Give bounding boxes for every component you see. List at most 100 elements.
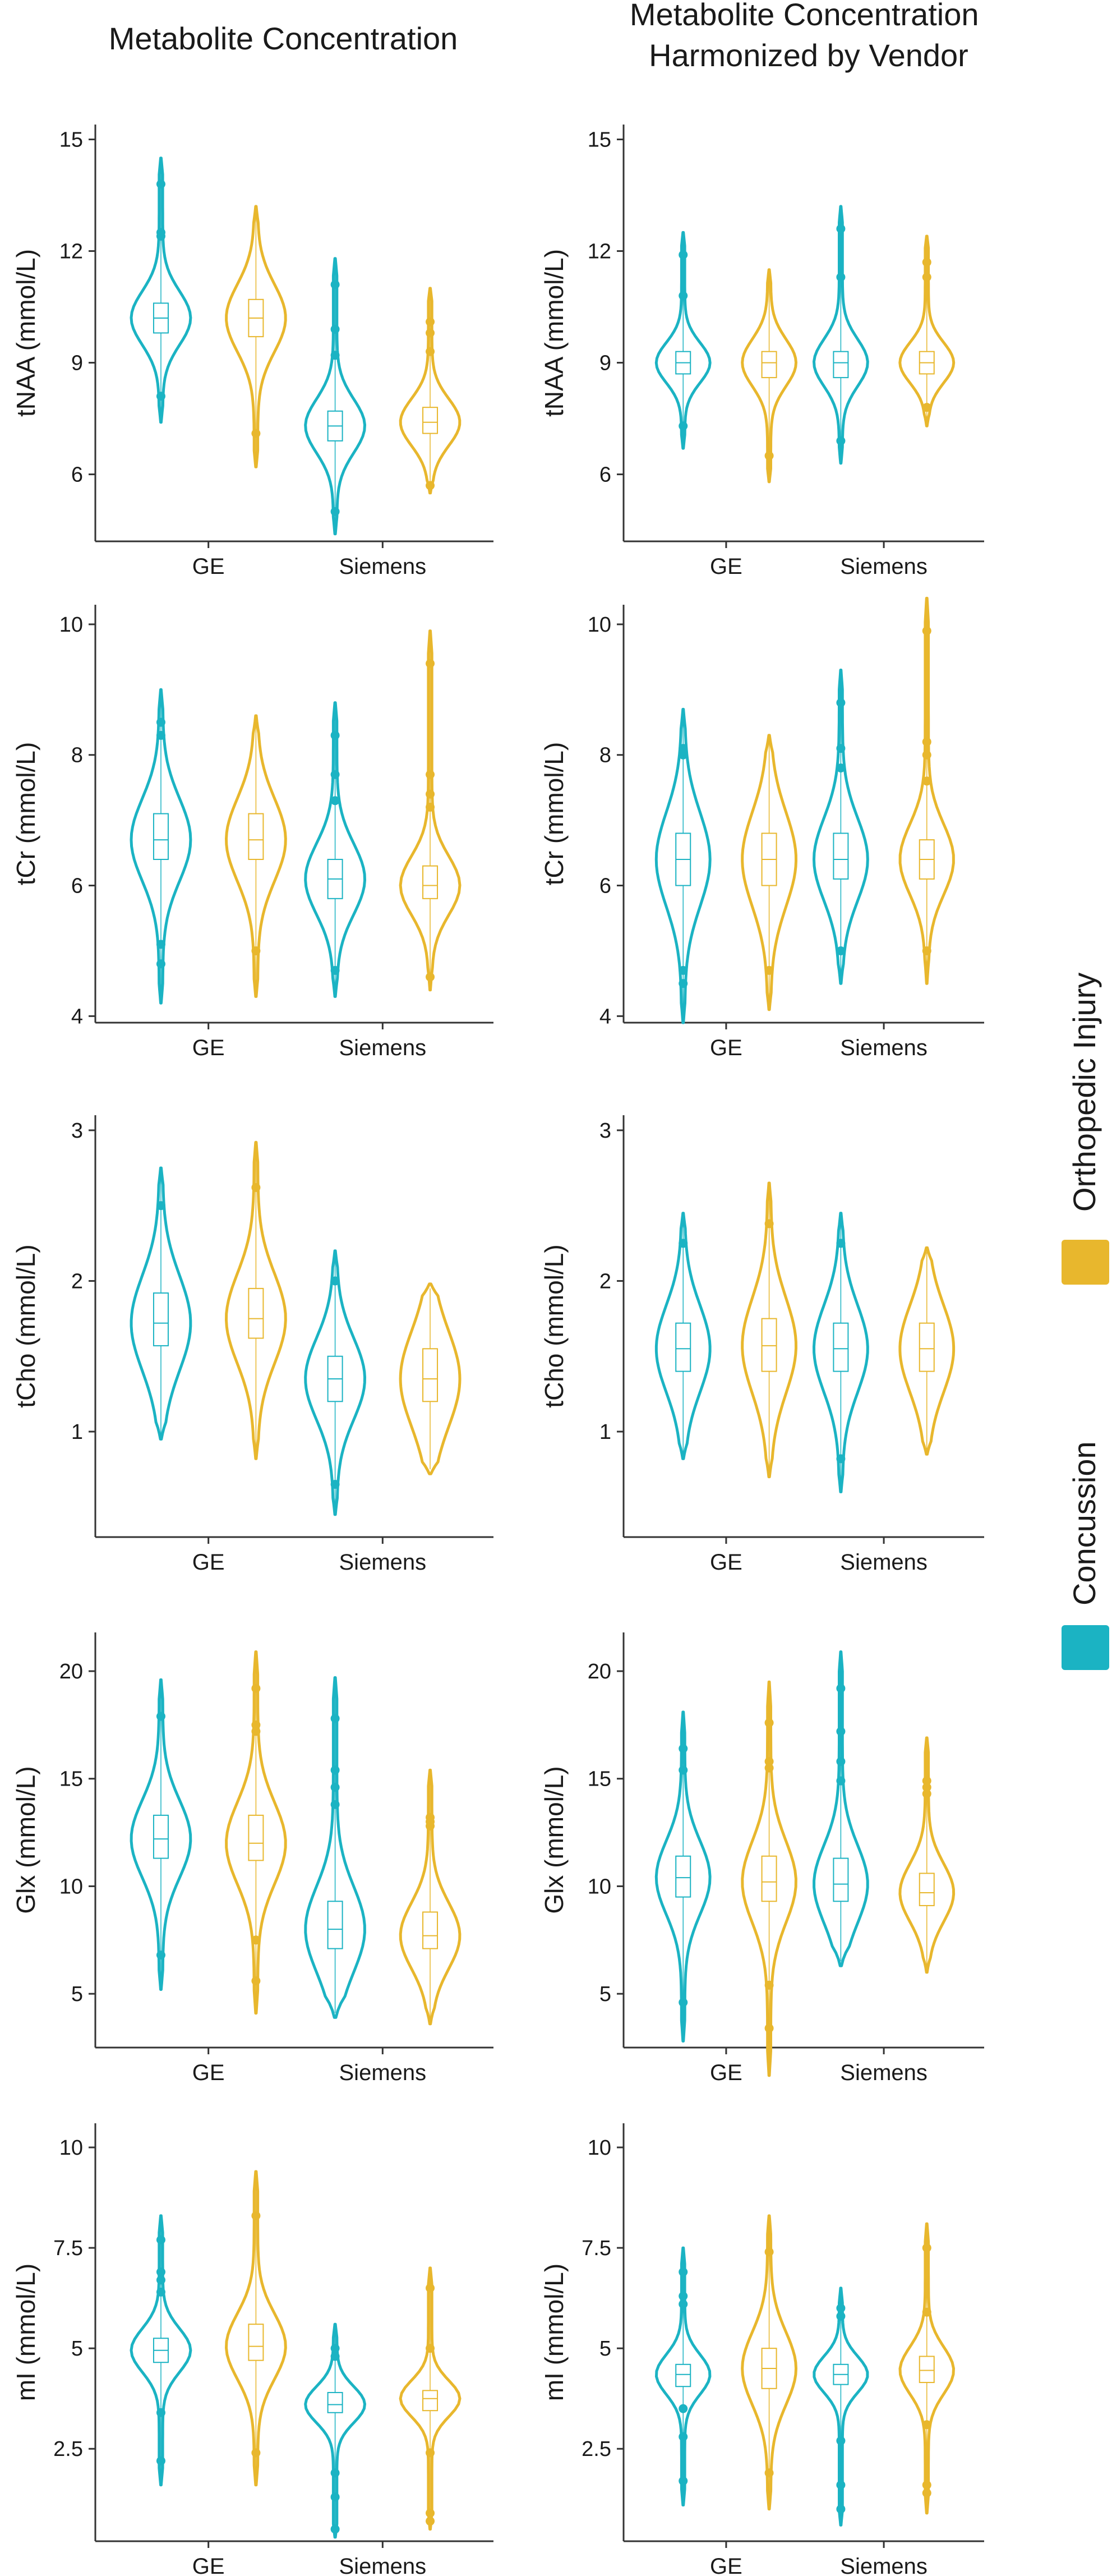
y-axis-label: tCr (mmol/L): [539, 742, 569, 886]
box-orthopedic-injury-ge: [761, 1318, 777, 1372]
outlier-point: [836, 2504, 846, 2514]
outlier-point: [836, 1239, 846, 1248]
box-concussion-ge: [153, 1814, 169, 1859]
violin-orthopedic-injury-ge: [741, 734, 797, 1011]
outlier-point: [836, 2303, 846, 2313]
x-tick-label: GE: [710, 2060, 742, 2085]
violin-concussion-ge: [130, 157, 192, 424]
outlier-point: [330, 507, 340, 516]
y-tick-label: 15: [588, 128, 611, 152]
y-tick-label: 5: [71, 1982, 83, 2006]
violin-orthopedic-injury-ge: [741, 1680, 797, 2077]
outlier-point: [251, 1976, 261, 1986]
outlier-point: [330, 280, 340, 289]
box-orthopedic-injury-ge: [761, 1855, 777, 1902]
y-tick-label: 3: [71, 1119, 83, 1143]
outlier-point: [679, 250, 688, 260]
outlier-point: [922, 2420, 931, 2430]
violin-orthopedic-injury-siemens: [399, 629, 462, 992]
outlier-point: [330, 770, 340, 779]
x-tick-label: Siemens: [339, 2554, 427, 2576]
outlier-point: [836, 2480, 846, 2490]
outlier-point: [156, 2275, 165, 2285]
box-concussion-siemens: [833, 351, 849, 379]
box-concussion-ge: [675, 1322, 691, 1372]
violin-concussion-ge: [130, 1678, 192, 1991]
y-tick-label: 1: [71, 1420, 83, 1444]
outlier-point: [330, 1276, 340, 1286]
y-axis-label: mI (mmol/L): [539, 2264, 569, 2401]
y-tick-label: 15: [588, 1768, 611, 1791]
outlier-point: [426, 2283, 435, 2293]
outlier-point: [426, 317, 435, 326]
y-tick-label: 4: [599, 1005, 611, 1028]
outlier-point: [156, 2408, 165, 2417]
y-tick-label: 1: [599, 1420, 611, 1444]
box-concussion-siemens: [833, 1857, 849, 1902]
outlier-point: [330, 730, 340, 740]
outlier-point: [922, 2488, 931, 2498]
violin-orthopedic-injury-ge: [225, 1650, 287, 2015]
y-tick-label: 9: [71, 352, 83, 375]
outlier-point: [426, 328, 435, 338]
y-tick-label: 6: [71, 463, 83, 487]
violin-concussion-siemens: [304, 2322, 366, 2539]
outlier-point: [330, 1480, 340, 1489]
y-tick-label: 5: [599, 1982, 611, 2006]
y-axis-label: tNAA (mmol/L): [11, 249, 40, 417]
y-tick-label: 6: [599, 875, 611, 898]
panel-tnaa-raw: 6 9 12 15 tNAA (mmol/L) GE Siemens: [11, 125, 493, 579]
box-orthopedic-injury-ge: [248, 813, 264, 860]
panel-tcr-harmonized: 4 6 8 10 tCr (mmol/L) GE Siemens: [539, 596, 984, 1060]
outlier-point: [679, 1744, 688, 1754]
violin-orthopedic-injury-siemens: [898, 2222, 955, 2515]
box-concussion-siemens: [327, 1901, 343, 1949]
panel-glx-raw: 5 10 15 20 Glx (mmol/L) GE Siemens: [11, 1632, 493, 2085]
y-axis-label: tNAA (mmol/L): [539, 249, 569, 417]
x-tick-label: Siemens: [840, 1036, 928, 1060]
outlier-point: [330, 1800, 340, 1809]
outlier-point: [922, 1783, 931, 1792]
x-tick-label: Siemens: [339, 554, 427, 579]
outlier-point: [764, 2247, 774, 2257]
legend-swatch-concussion: [1062, 1625, 1109, 1670]
box-concussion-siemens: [327, 2391, 343, 2413]
outlier-point: [764, 1718, 774, 1728]
y-tick-label: 10: [59, 2136, 83, 2160]
outlier-point: [836, 1727, 846, 1736]
outlier-point: [156, 2235, 165, 2244]
y-tick-label: 12: [588, 240, 611, 264]
outlier-point: [922, 776, 931, 786]
violin-concussion-ge: [654, 1212, 712, 1460]
outlier-point: [156, 940, 165, 949]
outlier-point: [922, 257, 931, 267]
outlier-point: [251, 2448, 261, 2458]
outlier-point: [836, 1757, 846, 1767]
outlier-point: [156, 1201, 165, 1211]
box-orthopedic-injury-siemens: [422, 1348, 439, 1402]
outlier-point: [426, 802, 435, 812]
outlier-point: [330, 2344, 340, 2353]
outlier-point: [156, 1712, 165, 1721]
violin-concussion-siemens: [813, 1212, 869, 1493]
outlier-point: [156, 730, 165, 740]
outlier-point: [679, 1765, 688, 1775]
x-tick-label: Siemens: [840, 1550, 928, 1575]
outlier-point: [764, 1757, 774, 1767]
outlier-point: [156, 1951, 165, 1960]
violin-concussion-siemens: [813, 205, 869, 465]
outlier-point: [764, 2468, 774, 2478]
outlier-point: [426, 2448, 435, 2458]
outlier-point: [156, 2456, 165, 2465]
violin-concussion-siemens: [304, 257, 366, 536]
outlier-point: [330, 324, 340, 334]
outlier-point: [836, 2311, 846, 2321]
y-tick-label: 2.5: [582, 2437, 611, 2461]
panel-tcho-harmonized: 1 2 3 tCho (mmol/L) GE Siemens: [539, 1115, 984, 1575]
outlier-point: [426, 789, 435, 799]
outlier-point: [922, 1789, 931, 1798]
outlier-point: [426, 481, 435, 490]
outlier-point: [922, 750, 931, 760]
violin-orthopedic-injury-siemens: [898, 1736, 956, 1974]
